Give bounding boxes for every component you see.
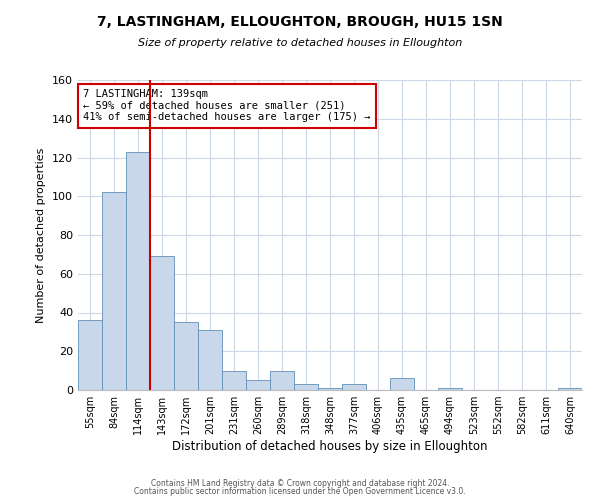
Bar [102, 192, 126, 390]
Bar [390, 378, 414, 390]
Bar [438, 388, 462, 390]
Bar [126, 152, 150, 390]
Bar [78, 320, 102, 390]
Text: Contains HM Land Registry data © Crown copyright and database right 2024.: Contains HM Land Registry data © Crown c… [151, 478, 449, 488]
Text: Contains public sector information licensed under the Open Government Licence v3: Contains public sector information licen… [134, 487, 466, 496]
Bar [558, 388, 582, 390]
Bar [318, 388, 342, 390]
Y-axis label: Number of detached properties: Number of detached properties [37, 148, 46, 322]
Text: Size of property relative to detached houses in Elloughton: Size of property relative to detached ho… [138, 38, 462, 48]
Bar [246, 380, 270, 390]
X-axis label: Distribution of detached houses by size in Elloughton: Distribution of detached houses by size … [172, 440, 488, 453]
Bar [342, 384, 366, 390]
Bar [198, 330, 222, 390]
Bar [174, 322, 198, 390]
Bar [150, 256, 174, 390]
Text: 7, LASTINGHAM, ELLOUGHTON, BROUGH, HU15 1SN: 7, LASTINGHAM, ELLOUGHTON, BROUGH, HU15 … [97, 15, 503, 29]
Bar [270, 370, 294, 390]
Bar [222, 370, 246, 390]
Text: 7 LASTINGHAM: 139sqm
← 59% of detached houses are smaller (251)
41% of semi-deta: 7 LASTINGHAM: 139sqm ← 59% of detached h… [83, 90, 371, 122]
Bar [294, 384, 318, 390]
